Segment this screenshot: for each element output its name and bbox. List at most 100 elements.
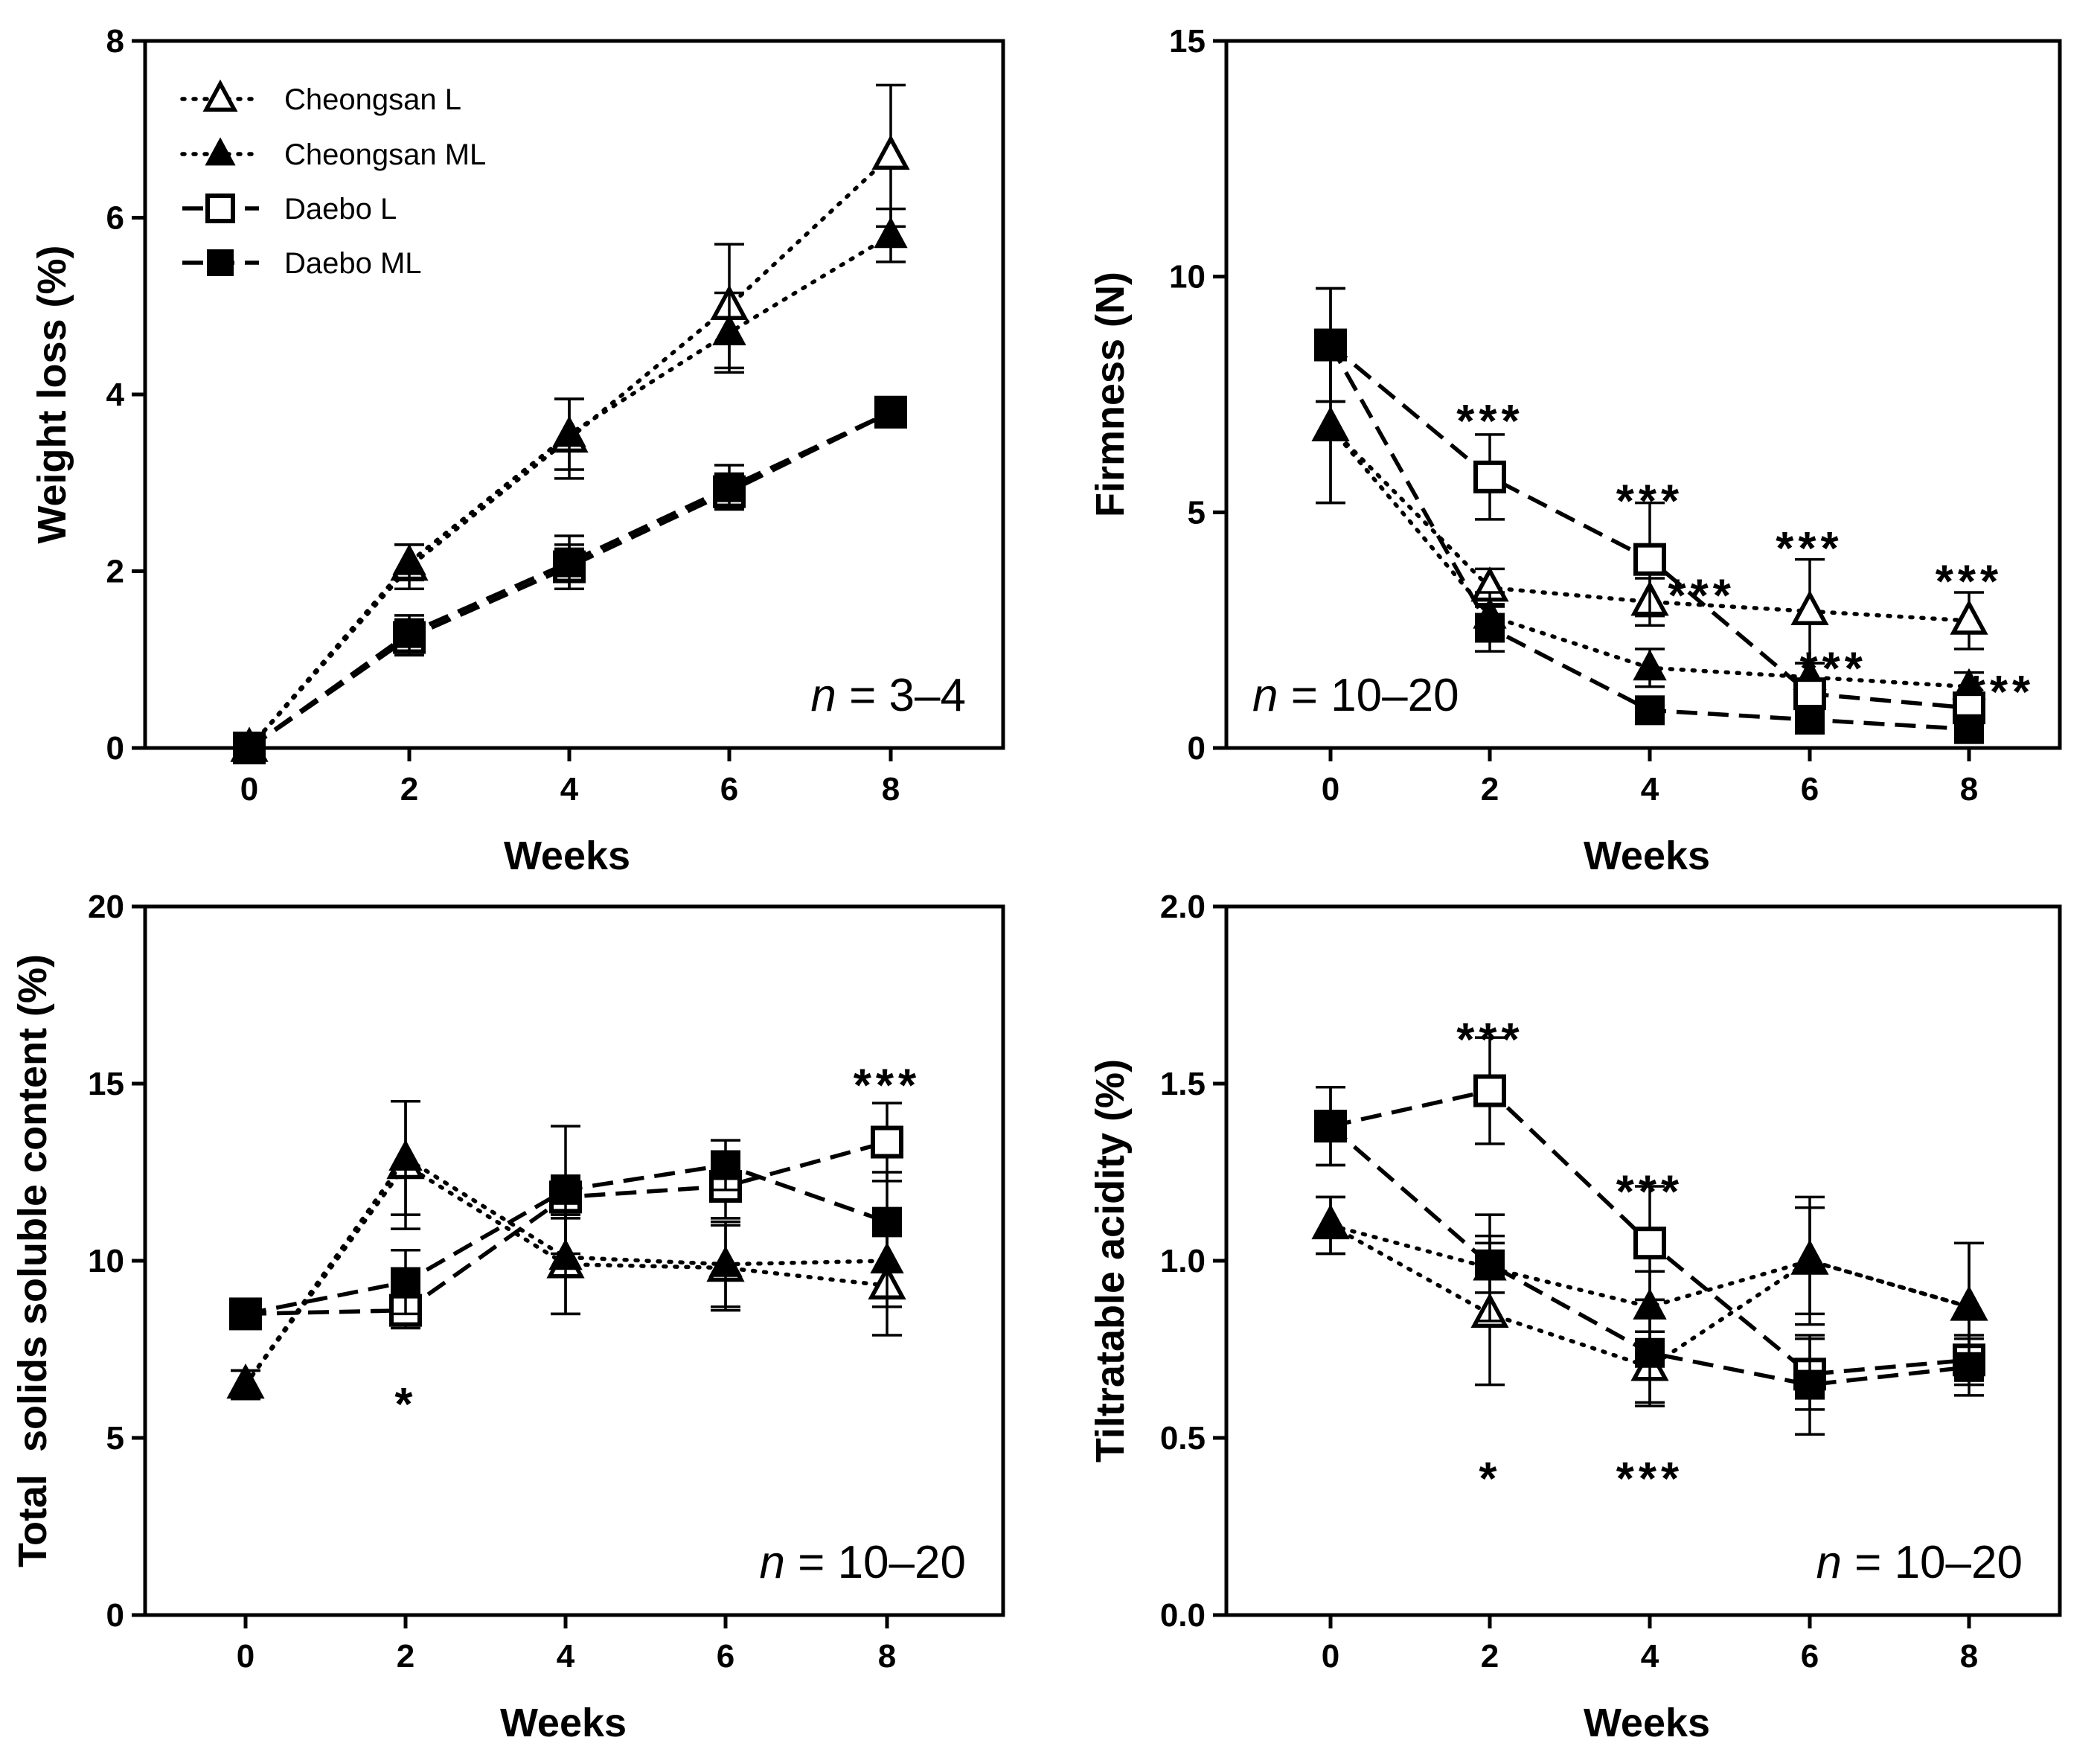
x-axis-title: Weeks bbox=[1584, 1701, 1710, 1745]
x-tick-label: 6 bbox=[720, 771, 738, 808]
legend-entry-label: Daebo L bbox=[284, 193, 397, 226]
x-tick-label: 4 bbox=[557, 1638, 575, 1675]
legend-marker bbox=[202, 79, 238, 112]
sample-size-range: = 3–4 bbox=[836, 670, 966, 721]
data-point bbox=[1313, 1206, 1348, 1238]
legend-entry-label: Cheongsan ML bbox=[284, 138, 486, 171]
significance-label: *** bbox=[1616, 476, 1683, 528]
data-point bbox=[391, 1267, 420, 1297]
significance-label: *** bbox=[854, 1061, 921, 1112]
x-tick-label: 6 bbox=[1801, 1638, 1819, 1675]
significance-label: *** bbox=[1456, 1014, 1523, 1066]
data-point bbox=[1790, 589, 1829, 626]
legend-marker bbox=[205, 137, 236, 166]
y-tick-label: 0.0 bbox=[1160, 1597, 1206, 1634]
data-point bbox=[872, 1206, 902, 1237]
data-point bbox=[388, 1139, 423, 1171]
data-point bbox=[551, 1174, 580, 1205]
y-tick-label: 0 bbox=[106, 730, 124, 767]
panel-tss: 0 5 10 15 20 0 2 4 6 8 Weeks Total solids soluble c… bbox=[10, 889, 1005, 1745]
legend-entry-label: Cheongsan L bbox=[284, 83, 461, 116]
data-point bbox=[1475, 613, 1505, 643]
data-point bbox=[1473, 1074, 1506, 1107]
y-tick-label: 15 bbox=[88, 1066, 124, 1102]
data-point bbox=[1313, 409, 1348, 441]
x-tick-label: 2 bbox=[1481, 1638, 1499, 1675]
data-point bbox=[876, 397, 906, 427]
sample-size-range: = 10–20 bbox=[1842, 1537, 2023, 1588]
data-point bbox=[1316, 330, 1345, 360]
significance-label: *** bbox=[1968, 667, 2035, 718]
legend: Cheongsan L Cheongsan ML Daebo L Daebo ML bbox=[180, 79, 486, 280]
y-tick-label: 8 bbox=[106, 23, 124, 60]
data-point bbox=[1635, 1337, 1665, 1368]
y-tick-label: 2 bbox=[106, 554, 124, 590]
y-tick-label: 4 bbox=[106, 377, 125, 413]
x-tick-label: 2 bbox=[1481, 771, 1499, 808]
y-tick-label: 10 bbox=[1169, 259, 1206, 295]
x-tick-label: 4 bbox=[1641, 1638, 1659, 1675]
series-line bbox=[248, 410, 892, 750]
data-point bbox=[1473, 460, 1506, 493]
plot-frame bbox=[143, 39, 1005, 750]
data-point bbox=[874, 217, 908, 249]
x-tick-label: 6 bbox=[717, 1638, 734, 1675]
significance-label: * bbox=[394, 1379, 417, 1430]
data-point bbox=[1635, 695, 1665, 726]
legend-entry-label: Daebo ML bbox=[284, 247, 422, 280]
y-tick-label: 0 bbox=[106, 1597, 124, 1634]
data-point bbox=[554, 547, 584, 578]
sample-size-label: n = 10–20 bbox=[1816, 1537, 2023, 1588]
sample-size-symbol: n bbox=[759, 1537, 784, 1588]
data-point bbox=[1475, 1249, 1505, 1279]
data-point bbox=[231, 1299, 260, 1329]
significance-label: *** bbox=[1616, 1167, 1683, 1218]
y-tick-label: 20 bbox=[88, 889, 124, 925]
data-point bbox=[714, 472, 744, 502]
significance-label: *** bbox=[1668, 570, 1735, 621]
y-tick-label: 2.0 bbox=[1160, 889, 1206, 925]
data-point bbox=[1633, 543, 1666, 576]
sample-size-label: n = 10–20 bbox=[1252, 670, 1459, 721]
x-tick-label: 0 bbox=[237, 1638, 255, 1675]
series-line bbox=[243, 1155, 889, 1387]
significance-label: *** bbox=[1799, 644, 1866, 695]
x-tick-label: 8 bbox=[878, 1638, 896, 1675]
series-cheongsan-ml bbox=[228, 1100, 904, 1401]
y-tick-label: 15 bbox=[1169, 23, 1206, 60]
data-point bbox=[228, 1366, 263, 1398]
data-point bbox=[1633, 649, 1667, 681]
series-line bbox=[248, 410, 892, 750]
plot-frame bbox=[1224, 904, 2062, 1617]
data-point bbox=[871, 1125, 903, 1159]
y-tick-label: 1.0 bbox=[1160, 1243, 1206, 1279]
data-point bbox=[1954, 1352, 1984, 1382]
significance-label: *** bbox=[1936, 556, 2003, 607]
x-tick-label: 6 bbox=[1801, 771, 1819, 808]
series-cheongsan-ml bbox=[232, 207, 908, 761]
data-point bbox=[871, 134, 910, 170]
x-axis-title: Weeks bbox=[500, 1701, 627, 1745]
panel-firmness: 0 5 10 15 0 2 4 6 8 Weeks Firmness (N) *** *** *** ***… bbox=[1088, 23, 2062, 878]
panel-acidity: 0.0 0.5 1.0 1.5 2.0 0 2 4 6 8 Weeks Tiltratable aci… bbox=[1088, 889, 2062, 1745]
data-point bbox=[1950, 599, 1988, 635]
plot-frame bbox=[1224, 39, 2062, 750]
x-tick-label: 0 bbox=[1322, 771, 1339, 808]
x-tick-label: 2 bbox=[400, 771, 418, 808]
series-daebo-ml bbox=[1316, 1086, 1984, 1436]
series-line bbox=[1328, 1223, 1971, 1369]
series-line bbox=[1328, 1223, 1971, 1309]
data-point bbox=[711, 1150, 740, 1180]
data-point bbox=[552, 415, 586, 447]
series-daebo-ml bbox=[1316, 287, 1984, 744]
y-axis-title: Total solids soluble content (%) bbox=[10, 954, 55, 1567]
y-axis-title: Tiltratable acidity (%) bbox=[1088, 1059, 1133, 1462]
series-daebo-ml bbox=[231, 1125, 902, 1329]
data-point bbox=[1795, 1369, 1825, 1400]
x-tick-label: 0 bbox=[1322, 1638, 1339, 1675]
sample-size-symbol: n bbox=[1816, 1537, 1841, 1588]
sample-size-label: n = 3–4 bbox=[810, 670, 966, 721]
x-tick-label: 4 bbox=[560, 771, 579, 808]
y-tick-label: 5 bbox=[106, 1420, 124, 1457]
